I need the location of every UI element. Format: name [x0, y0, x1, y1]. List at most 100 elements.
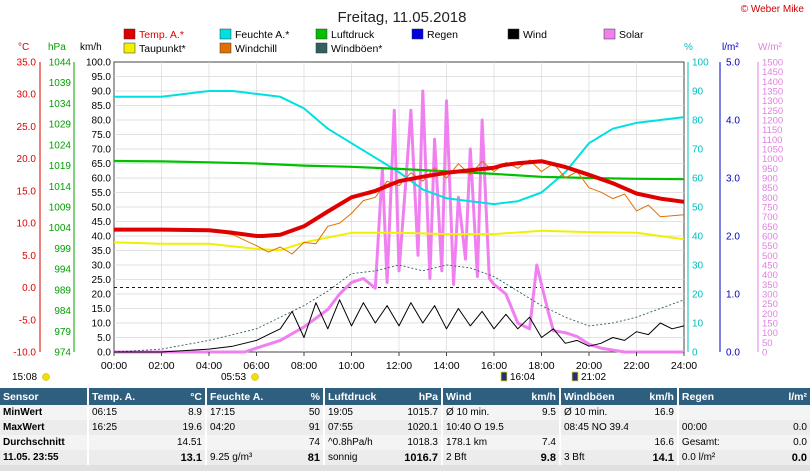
stats-cell-detail: [558, 435, 629, 450]
stats-cell-value: [754, 405, 810, 420]
rain-tick-label: 4.0: [726, 116, 740, 127]
chart-title: Freitag, 11.05.2018: [338, 9, 467, 26]
temp-tick-label: 0.0: [22, 283, 36, 294]
x-tick-label: 16:00: [481, 360, 507, 372]
axis-units: °C hPa km/h% l/m² W/m²: [18, 42, 783, 53]
stats-cell-value: 1018.3: [392, 435, 442, 450]
x-tick-label: 06:00: [243, 360, 269, 372]
solar-tick-label: 400: [762, 270, 778, 281]
humidity-tick-label: 10: [692, 319, 704, 330]
stats-header-label: Regen: [676, 388, 755, 405]
humidity-tick-label: 90: [692, 87, 704, 98]
moon-icon: [571, 371, 579, 382]
rain-tick-label: 5.0: [726, 58, 740, 69]
legend-swatch: [315, 42, 328, 54]
stats-row: Durchschnitt 14.51 74 ^0.8hPa/h 1018.3 178.1 …: [0, 435, 810, 450]
solar-tick-label: 1450: [762, 67, 783, 78]
solar-tick-label: 1300: [762, 96, 783, 107]
wind-tick-label: 60.0: [92, 174, 112, 185]
solar-tick-label: 50: [762, 338, 773, 349]
solar-tick-label: 300: [762, 290, 778, 301]
stats-header-unit: %: [274, 388, 324, 405]
pressure-tick-label: 1039: [49, 78, 72, 89]
stats-cell-detail: 2 Bft: [440, 450, 511, 465]
solar-tick-label: 600: [762, 232, 778, 243]
pressure-tick-label: 1014: [49, 182, 72, 193]
solar-tick-label: 950: [762, 164, 778, 175]
solar-tick-label: 200: [762, 309, 778, 320]
solar-tick-label: 1200: [762, 116, 783, 127]
temp-tick-label: 25.0: [17, 122, 37, 133]
stats-cell-detail: 178.1 km: [440, 435, 511, 450]
wind-tick-label: 40.0: [92, 232, 112, 243]
legend-label: Wind: [523, 29, 547, 41]
stats-cell-value: 16.9: [628, 405, 678, 420]
stats-cell-detail: 17:15: [204, 405, 275, 420]
stats-cell-detail: 06:15: [86, 405, 157, 420]
solar-tick-label: 100: [762, 328, 778, 339]
legend-label: Regen: [427, 29, 458, 41]
pressure-tick-label: 984: [54, 306, 71, 317]
stats-row: MaxWert 16:25 19.6 04:20 91 07:55 1020.1 10:40 …: [0, 420, 810, 435]
wind-tick-label: 80.0: [92, 116, 112, 127]
stats-cell-detail: 9.25 g/m³: [204, 450, 275, 465]
wind-tick-label: 100.0: [86, 58, 111, 69]
solar-tick-label: 1400: [762, 77, 783, 88]
legend-label: Feuchte A.*: [235, 29, 289, 41]
stats-cell-value: 8.9: [156, 405, 206, 420]
stats-header-label: Temp. A.: [86, 388, 157, 405]
stats-cell-detail: sonnig: [322, 450, 393, 465]
stats-cell-detail: 07:55: [322, 420, 393, 435]
stats-cell-detail: Gesamt:: [676, 435, 755, 450]
rain-unit-label: l/m²: [722, 42, 739, 53]
y-axes: 35.0 30.0 25.0 20.0 15.0 10.0 5.0 0.0 -5.0 -10.0 1…: [13, 58, 783, 359]
humidity-tick-label: 70: [692, 145, 704, 156]
wind-tick-label: 0.0: [97, 348, 111, 359]
wind-tick-label: 20.0: [92, 290, 112, 301]
stats-header-unit: l/m²: [754, 388, 810, 405]
stats-cell-detail: 19:05: [322, 405, 393, 420]
stats-cell-value: 14.51: [156, 435, 206, 450]
solar-tick-label: 800: [762, 193, 778, 204]
temp-tick-label: 20.0: [17, 154, 37, 165]
series-line: [114, 299, 685, 353]
stats-cell-value: 0.0: [754, 435, 810, 450]
legend-swatch: [507, 28, 520, 40]
x-tick-label: 04:00: [196, 360, 222, 372]
stats-row-label: MaxWert: [0, 420, 88, 435]
stats-row-label: MinWert: [0, 405, 88, 420]
legend-swatch: [219, 28, 232, 40]
legend-swatch: [603, 28, 616, 40]
series-line: [114, 89, 684, 354]
x-tick-label: 14:00: [433, 360, 459, 372]
stats-cell-value: 0.0: [754, 450, 810, 465]
solar-tick-label: 700: [762, 212, 778, 223]
temp-unit-label: °C: [18, 42, 29, 53]
x-tick-label: 10:00: [338, 360, 364, 372]
stats-cell-detail: [86, 435, 157, 450]
x-tick-label: 18:00: [528, 360, 554, 372]
stats-cell-detail: [676, 405, 755, 420]
solar-tick-label: 0: [762, 348, 767, 359]
pressure-tick-label: 1004: [49, 223, 72, 234]
stats-table: Sensor Temp. A. °C Feuchte A.% Luftdruck hPa W…: [0, 388, 810, 471]
x-tick-label: 20:00: [576, 360, 602, 372]
stats-cell-value: 74: [274, 435, 324, 450]
solar-tick-label: 500: [762, 251, 778, 262]
x-tick-label: 00:00: [101, 360, 127, 372]
legend-label: Temp. A.*: [139, 29, 184, 41]
stats-cell-value: 1016.7: [392, 450, 442, 465]
pressure-tick-label: 1009: [49, 203, 72, 214]
copyright-label: © Weber Mike: [740, 4, 804, 15]
legend-swatch: [315, 28, 328, 40]
plot-area: [113, 61, 685, 354]
humidity-tick-label: 20: [692, 290, 704, 301]
wind-tick-label: 90.0: [92, 87, 112, 98]
stats-cell-value: 9.8: [510, 450, 560, 465]
solar-tick-label: 1050: [762, 145, 783, 156]
wind-tick-label: 95.0: [92, 72, 112, 83]
pressure-tick-label: 1044: [49, 58, 72, 69]
series-line: [114, 90, 685, 206]
stats-cell-value: 9.5: [510, 405, 560, 420]
wind-tick-label: 5.0: [97, 333, 111, 344]
